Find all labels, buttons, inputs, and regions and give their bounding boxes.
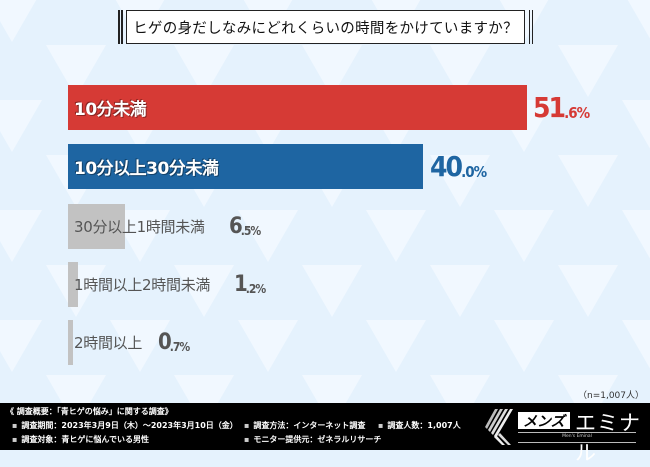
bar-value: 1.2% <box>234 262 266 307</box>
survey-footer: 《 調査概要：「青ヒゲの悩み」に関する調査》 調査期間：2023年3月9日（木）… <box>0 403 650 465</box>
value-decimal: .7% <box>169 339 190 354</box>
chart-title: ヒゲの身だしなみにどれくらいの時間をかけていますか？ <box>126 10 525 44</box>
brand-logo: メンズ エミナル Men's Eminal <box>485 407 645 465</box>
bar-over-2h <box>68 320 73 365</box>
bar-label: 1時間以上2時間未満 <box>74 276 211 294</box>
bar-value: 40.0% <box>430 144 487 189</box>
logo-subtitle: Men's Eminal <box>562 434 592 439</box>
bar-10-30min <box>68 144 423 189</box>
sample-size-note: （n=1,007人） <box>577 391 644 401</box>
title-left-rule <box>121 10 123 44</box>
bar-1h-2h <box>68 262 78 307</box>
value-decimal: .2% <box>245 281 266 296</box>
bar-value: 6.5% <box>229 204 261 249</box>
bar-label: 10分未満 <box>74 100 147 120</box>
value-decimal: .0% <box>461 162 487 181</box>
bar-label: 10分以上30分未満 <box>74 159 219 179</box>
bar-chart: 10分未満 51.6% 10分以上30分未満 40.0% 30分以上1時間未満 … <box>68 85 590 365</box>
value-decimal: .5% <box>240 223 261 238</box>
bar-label: 30分以上1時間未満 <box>74 218 205 236</box>
value-integer: 1 <box>234 272 248 297</box>
background-triangle-pattern <box>0 0 650 403</box>
value-integer: 6 <box>229 214 243 239</box>
survey-period: 調査期間：2023年3月9日（木）～2023年3月10日（金） <box>12 420 237 431</box>
value-integer: 51 <box>533 91 566 124</box>
logo-stripes-icon <box>485 409 513 445</box>
value-decimal: .6% <box>564 103 590 122</box>
survey-overview: 《 調査概要：「青ヒゲの悩み」に関する調査》 <box>6 407 173 416</box>
bar-value: 51.6% <box>533 85 590 130</box>
logo-rule <box>518 432 636 433</box>
title-left-rule <box>118 10 120 44</box>
bar-label: 2時間以上 <box>74 334 143 352</box>
bar-under-10min <box>68 85 527 130</box>
title-right-rule <box>531 10 533 44</box>
value-integer: 0 <box>158 330 172 355</box>
title-right-rule <box>528 10 530 44</box>
survey-provider: モニター提供元：ゼネラルリサーチ <box>244 434 381 445</box>
survey-method: 調査方法：インターネット調査 <box>244 420 365 431</box>
value-integer: 40 <box>430 150 463 183</box>
chart-title-frame: ヒゲの身だしなみにどれくらいの時間をかけていますか？ <box>118 10 533 44</box>
logo-mens-label: メンズ <box>518 412 570 430</box>
survey-target: 調査対象：青ヒゲに悩んでいる男性 <box>12 434 149 445</box>
logo-rule <box>518 442 636 443</box>
survey-count: 調査人数：1,007人 <box>378 420 460 431</box>
bar-value: 0.7% <box>158 320 190 365</box>
bar-30min-1h <box>68 204 125 249</box>
